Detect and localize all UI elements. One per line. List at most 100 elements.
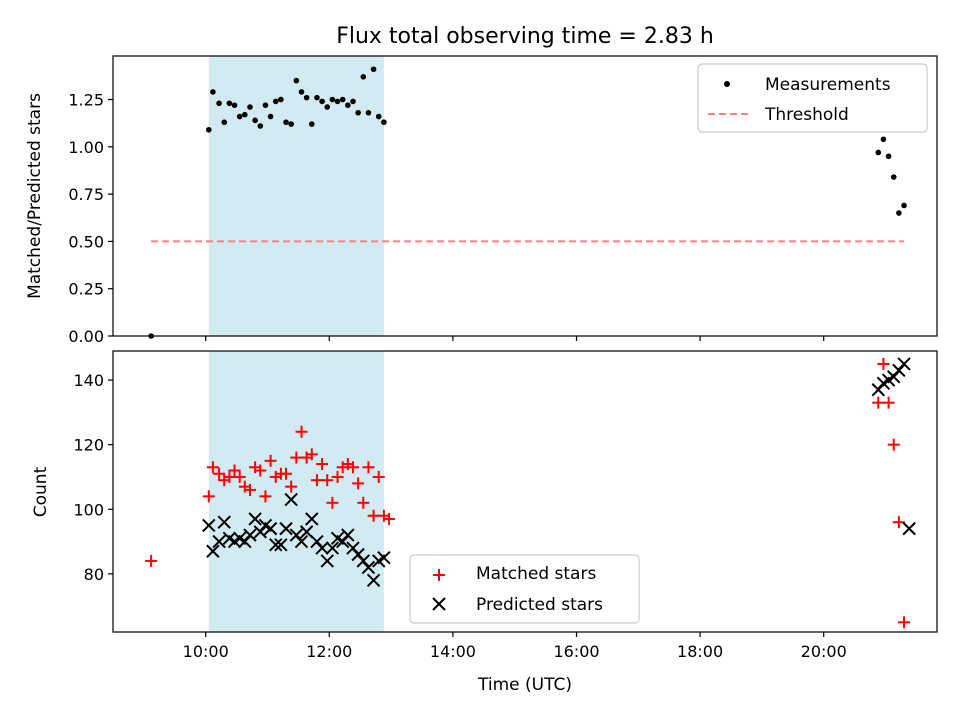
measurement-point [210,89,216,95]
measurement-point [319,98,325,105]
matched-star-point [305,448,318,461]
measurement-point [262,102,269,108]
matched-star-point [254,464,267,477]
predicted-star-point [274,538,288,552]
measurement-points [148,66,907,339]
predicted-star-point [320,554,334,568]
matched-star-point [316,458,329,471]
measurement-point [375,113,382,120]
measurement-point [298,89,305,95]
measurement-point [221,119,228,126]
bottom-x-tick-label: 14:00 [430,642,476,661]
measurement-point [324,104,331,110]
measurement-point [252,117,258,124]
bottom-axes-frame [112,350,938,633]
measurement-point [890,174,897,180]
measurement-point [236,113,243,120]
matched-star-point [383,512,396,525]
bottom-y-tick-label: 100 [73,500,104,519]
measurement-point [345,102,351,108]
measurement-point [339,96,346,103]
measurement-point [350,98,356,105]
matched-star-point [326,496,339,509]
bottom-y-axis-label: Count [31,466,51,517]
bottom-x-tick-label: 16:00 [553,642,599,661]
top-observing-window-shade [208,56,384,336]
bottom-y-tick-label: 140 [73,371,104,390]
predicted-star-point [377,551,391,565]
matched-star-point [310,474,323,487]
predicted-star-point [366,573,381,588]
matched-star-point [290,451,303,464]
measurement-point [257,123,264,129]
matched-star-point [887,438,900,451]
measurement-point [283,119,289,126]
predicted-star-point [202,518,216,533]
measurement-point [205,126,212,133]
matched-star-point [233,470,246,483]
top-legend-box [697,63,928,133]
predicted-star-points [202,357,916,588]
measurement-point [242,111,248,118]
matched-star-point [259,490,272,503]
matched-star-point [213,467,226,480]
measurement-point [901,202,907,209]
matched-star-point [362,461,375,474]
top-x-ticks [205,336,825,341]
predicted-star-point [248,512,262,526]
matched-star-point [898,616,911,629]
top-legend: Measurements Threshold [697,63,928,133]
predicted-star-point [243,528,257,542]
predicted-star-point [897,357,911,371]
measurement-point [875,149,882,156]
chart-title: Flux total observing time = 2.83 h [336,24,714,49]
matched-star-points [145,357,911,629]
matched-star-point [892,516,905,529]
matched-star-point [280,467,293,480]
bottom-y-ticks: 80 100 120 140 [73,371,113,584]
predicted-star-point [361,560,376,575]
measurement-point [303,94,310,101]
top-panel: 0.00 0.25 0.50 0.75 1.00 1.25 Matched/Predict… [25,55,938,346]
predicted-star-point [284,492,298,507]
legend-marker-measurements [724,81,730,87]
legend-label-matched-stars: Matched stars [476,564,596,584]
top-y-tick-label: 0.50 [68,232,104,251]
measurement-point [381,119,387,126]
bottom-x-tick-label: 18:00 [677,642,723,661]
measurement-point [880,136,887,143]
matched-star-point [352,477,365,490]
matched-star-point [243,483,256,496]
top-y-tick-label: 1.00 [68,138,104,157]
measurement-point [360,74,367,80]
bottom-legend-box [409,554,640,624]
bottom-x-ticks: 10:00 12:00 14:00 16:00 18:00 20:00 [183,632,847,661]
measurement-point [272,98,279,105]
measurement-point [216,100,222,107]
measurement-point [226,100,233,107]
predicted-star-point [341,528,355,542]
measurement-point [247,104,253,110]
top-y-tick-label: 1.25 [68,91,104,110]
matched-star-point [264,454,277,467]
matched-star-point [295,425,308,438]
predicted-star-point [269,538,283,552]
x-axis-label: Time (UTC) [477,675,572,695]
measurement-point [278,96,284,103]
matched-star-point [367,509,380,522]
bottom-x-tick-label: 20:00 [801,642,847,661]
top-y-tick-label: 0.75 [68,185,104,204]
predicted-star-point [279,521,293,536]
predicted-star-point [294,534,309,549]
measurement-point [896,210,902,216]
bottom-y-tick-label: 80 [84,565,104,584]
matched-star-point [223,470,236,483]
matched-star-point [372,470,385,483]
measurement-point [365,109,372,116]
matched-star-point [331,470,344,483]
measurement-point [370,66,377,73]
matched-star-point [357,496,370,509]
measurement-point [293,77,300,84]
bottom-x-tick-label: 12:00 [306,642,352,661]
predicted-star-point [212,534,226,549]
